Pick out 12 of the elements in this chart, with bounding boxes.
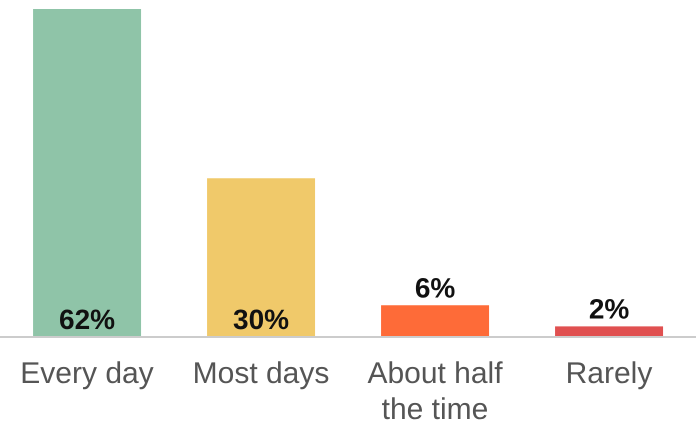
bar (555, 326, 664, 337)
bar (381, 305, 490, 337)
x-tick-label: Rarely (566, 357, 652, 390)
bar (33, 9, 142, 337)
data-label: 30% (233, 304, 290, 335)
x-tick-label: Most days (192, 357, 330, 390)
data-label: 6% (414, 272, 456, 304)
data-label: 2% (588, 293, 630, 324)
bar (207, 178, 316, 337)
x-tick-label: Every day (20, 357, 154, 390)
data-label: 62% (59, 304, 116, 335)
x-tick-label: About half the time (367, 357, 504, 426)
